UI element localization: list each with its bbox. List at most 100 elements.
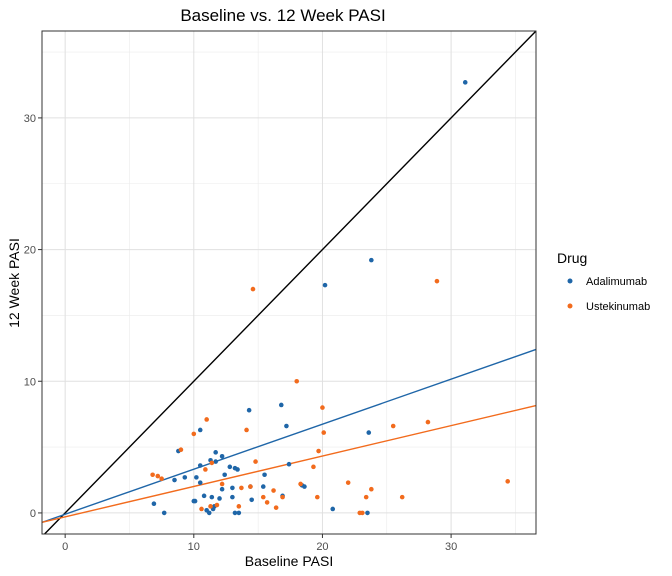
- adalimumab-fit-line: [41, 348, 537, 524]
- y-tick-label: 0: [30, 508, 36, 520]
- data-point-adalimumab: [322, 282, 328, 288]
- data-point-ustekinumab: [191, 431, 197, 437]
- data-point-ustekinumab: [253, 459, 258, 464]
- data-point-adalimumab: [161, 510, 167, 516]
- x-tick-label: 0: [62, 541, 68, 553]
- data-point-ustekinumab: [357, 510, 363, 516]
- data-point-ustekinumab: [203, 467, 208, 472]
- x-axis-title: Baseline PASI: [245, 553, 333, 569]
- data-point-adalimumab: [232, 510, 238, 516]
- data-point-ustekinumab: [219, 481, 225, 487]
- legend-label-ustekinumab: Ustekinumab: [586, 301, 650, 313]
- data-point-ustekinumab: [155, 473, 161, 479]
- data-point-ustekinumab: [363, 494, 369, 500]
- data-point-ustekinumab: [345, 480, 351, 485]
- x-tick-label: 10: [188, 541, 200, 553]
- data-point-ustekinumab: [250, 286, 256, 292]
- data-point-adalimumab: [192, 498, 198, 504]
- data-point-ustekinumab: [208, 504, 213, 509]
- x-tick-label: 20: [316, 541, 328, 553]
- data-point-ustekinumab: [298, 481, 303, 487]
- data-point-ustekinumab: [425, 419, 431, 425]
- data-point-ustekinumab: [369, 486, 374, 492]
- data-point-ustekinumab: [264, 500, 270, 505]
- data-point-adalimumab: [219, 454, 225, 459]
- data-point-ustekinumab: [236, 504, 242, 509]
- data-point-ustekinumab: [273, 505, 279, 510]
- y-tick-label: 10: [24, 376, 36, 388]
- plot-border: [41, 30, 537, 535]
- data-point-ustekinumab: [315, 494, 320, 500]
- data-point-adalimumab: [219, 486, 225, 492]
- data-point-adalimumab: [286, 461, 292, 467]
- data-point-ustekinumab: [159, 476, 164, 481]
- data-point-adalimumab: [213, 459, 218, 464]
- axis-ticks: 0 10 20 30 0 10 20 30: [24, 113, 457, 553]
- y-tick-label: 30: [24, 113, 36, 125]
- y-tick-label: 20: [24, 245, 36, 257]
- identity-line: [44, 30, 537, 535]
- data-point-adalimumab: [369, 257, 374, 263]
- data-point-ustekinumab: [271, 488, 276, 493]
- data-point-adalimumab: [182, 475, 188, 480]
- data-point-adalimumab: [172, 477, 177, 483]
- data-point-ustekinumab: [199, 506, 204, 512]
- data-point-ustekinumab: [209, 460, 215, 466]
- data-point-ustekinumab: [434, 278, 440, 284]
- data-point-adalimumab: [201, 493, 207, 499]
- data-point-adalimumab: [197, 463, 203, 468]
- legend-key-adalimumab: [567, 278, 573, 284]
- data-point-ustekinumab: [244, 427, 249, 433]
- data-point-ustekinumab: [321, 430, 327, 435]
- data-point-ustekinumab: [399, 494, 405, 500]
- y-axis-title: 12 Week PASI: [6, 238, 22, 328]
- data-point-adalimumab: [194, 475, 199, 480]
- data-point-ustekinumab: [239, 485, 244, 491]
- data-point-adalimumab: [260, 484, 266, 489]
- data-point-ustekinumab: [505, 479, 510, 484]
- data-point-ustekinumab: [214, 502, 220, 508]
- data-point-adalimumab: [236, 510, 242, 516]
- data-point-adalimumab: [246, 407, 252, 413]
- legend-label-adalimumab: Adalimumab: [586, 276, 647, 288]
- data-point-adalimumab: [330, 506, 336, 512]
- data-point-ustekinumab: [204, 417, 209, 422]
- legend-key-ustekinumab: [567, 303, 573, 309]
- chart-title: Baseline vs. 12 Week PASI: [180, 6, 385, 25]
- data-point-adalimumab: [213, 450, 218, 455]
- data-point-adalimumab: [232, 465, 238, 471]
- data-point-adalimumab: [151, 501, 157, 507]
- data-point-ustekinumab: [178, 447, 184, 453]
- data-point-adalimumab: [209, 494, 215, 500]
- data-point-adalimumab: [197, 427, 203, 433]
- data-point-adalimumab: [365, 510, 370, 516]
- x-tick-label: 30: [445, 541, 457, 553]
- data-point-ustekinumab: [150, 472, 155, 478]
- data-point-adalimumab: [278, 402, 284, 408]
- data-point-ustekinumab: [248, 484, 253, 489]
- data-point-adalimumab: [284, 423, 289, 429]
- data-point-ustekinumab: [390, 423, 396, 429]
- data-point-ustekinumab: [260, 494, 266, 500]
- data-point-adalimumab: [230, 494, 235, 500]
- data-point-adalimumab: [217, 496, 222, 501]
- data-point-adalimumab: [249, 497, 254, 503]
- data-point-adalimumab: [197, 480, 203, 485]
- data-point-adalimumab: [204, 507, 209, 513]
- data-point-adalimumab: [230, 485, 235, 491]
- legend-title: Drug: [557, 250, 587, 266]
- data-points: [150, 80, 510, 516]
- data-point-adalimumab: [262, 472, 267, 478]
- data-point-ustekinumab: [280, 494, 285, 500]
- data-point-adalimumab: [366, 430, 372, 435]
- data-point-adalimumab: [462, 80, 468, 85]
- grid-lines: [42, 31, 536, 534]
- legend: Drug Adalimumab Ustekinumab: [557, 250, 650, 313]
- data-point-adalimumab: [302, 484, 307, 489]
- data-point-ustekinumab: [294, 378, 300, 384]
- data-point-adalimumab: [227, 464, 233, 470]
- data-point-ustekinumab: [320, 405, 325, 410]
- data-point-ustekinumab: [311, 464, 316, 470]
- data-point-adalimumab: [222, 472, 227, 478]
